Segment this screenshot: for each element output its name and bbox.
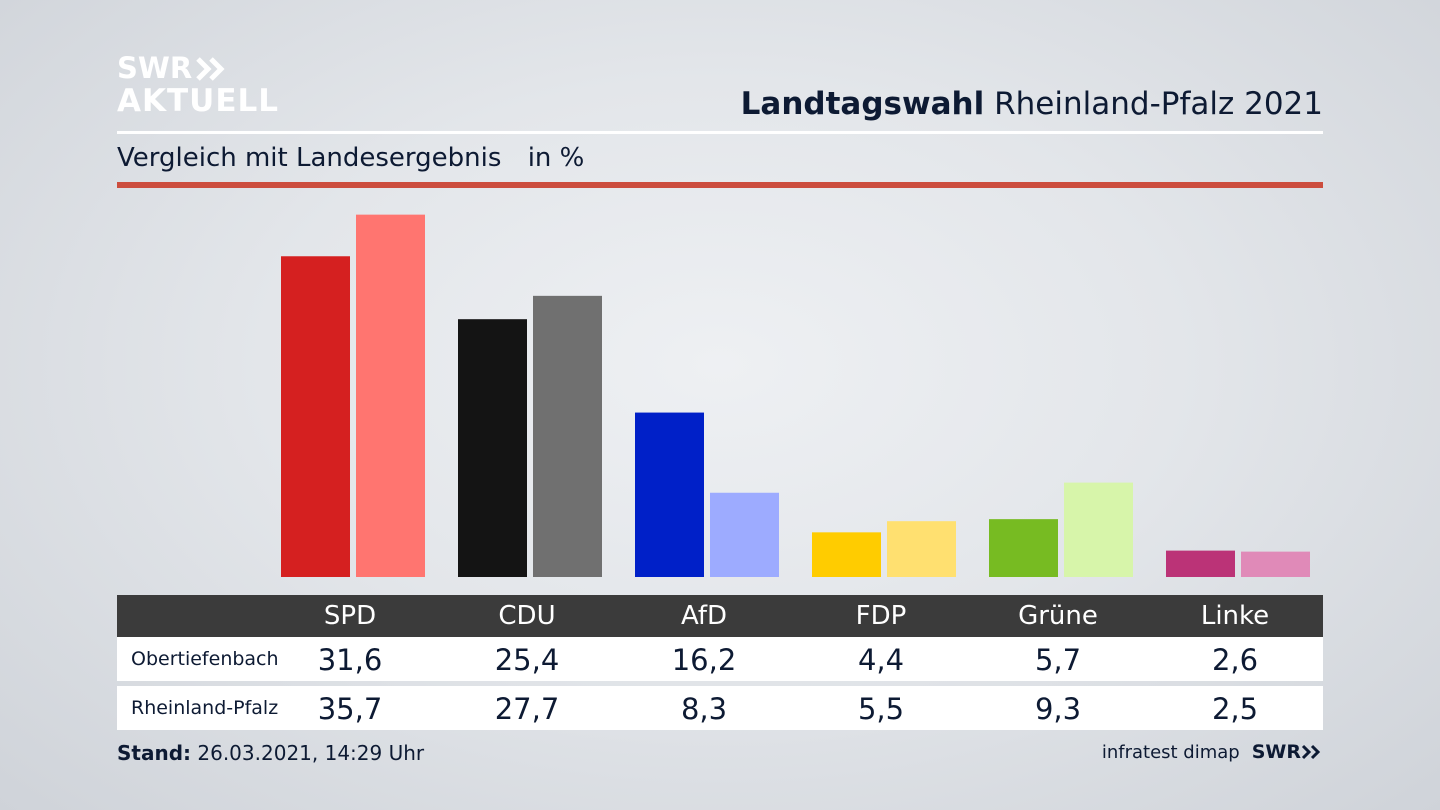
column-header-spd: SPD (323, 601, 377, 631)
stand-value: 26.03.2021, 14:29 Uhr (197, 741, 425, 765)
value-cell: 5,7 (1034, 643, 1082, 677)
row-label-rheinland-pfalz: Rheinland-Pfalz (131, 697, 279, 719)
double-chevron-right-icon (196, 56, 225, 81)
value-cell: 2,5 (1211, 692, 1259, 726)
bar-afd-rheinland-pfalz (710, 492, 779, 577)
value-cell: 2,6 (1211, 643, 1259, 677)
table-row: Obertiefenbach 31,6 25,4 16,2 4,4 5,7 2,… (117, 637, 1323, 681)
bar-linke-obertiefenbach (1166, 550, 1235, 577)
swr-footer-logo: SWR (1252, 741, 1323, 763)
column-header-afd: AfD (680, 601, 728, 631)
timestamp: Stand: 26.03.2021, 14:29 Uhr (117, 741, 424, 765)
title-divider (117, 131, 1323, 134)
value-cell: 5,5 (857, 692, 905, 726)
value-cell: 4,4 (857, 643, 905, 677)
bar-afd-obertiefenbach (635, 412, 704, 577)
swr-footer-text: SWR (1251, 741, 1301, 763)
results-table: SPD CDU AfD FDP Grüne Linke Obertiefenba… (117, 595, 1323, 730)
bar-fdp-obertiefenbach (812, 532, 881, 577)
subtitle-unit: in % (527, 143, 585, 173)
value-cell: 31,6 (317, 643, 383, 677)
value-cell: 27,7 (494, 692, 560, 726)
bar-gruene-rheinland-pfalz (1064, 482, 1133, 577)
bar-cdu-obertiefenbach (458, 319, 527, 577)
chart-subtitle: Vergleich mit Landesergebnis in % (117, 143, 584, 173)
bar-spd-obertiefenbach (281, 256, 350, 577)
column-header-cdu: CDU (498, 601, 556, 631)
bar-gruene-obertiefenbach (989, 519, 1058, 577)
title-rest: Rheinland-Pfalz 2021 (994, 86, 1323, 122)
bar-chart (281, 214, 1310, 577)
table-row: Rheinland-Pfalz 35,7 27,7 8,3 5,5 9,3 2,… (117, 686, 1323, 730)
value-cell: 35,7 (317, 692, 383, 726)
bar-spd-rheinland-pfalz (356, 214, 425, 577)
accent-divider (117, 182, 1323, 188)
value-cell: 8,3 (680, 692, 728, 726)
bar-fdp-rheinland-pfalz (887, 521, 956, 577)
title-bold: Landtagswahl (740, 86, 985, 122)
value-cell: 25,4 (494, 643, 560, 677)
value-cell: 9,3 (1034, 692, 1082, 726)
row-label-obertiefenbach: Obertiefenbach (131, 648, 279, 670)
source-text: infratest dimap (1101, 741, 1240, 763)
column-header-gruene: Grüne (1018, 601, 1098, 631)
value-cell: 16,2 (671, 643, 737, 677)
stand-label: Stand: (117, 741, 192, 765)
bar-linke-rheinland-pfalz (1241, 551, 1310, 577)
logo-swr-text: SWR (117, 51, 193, 85)
logo-aktuell-text: AKTUELL (117, 83, 280, 119)
page-title: Landtagswahl Rheinland-Pfalz 2021 (741, 86, 1323, 122)
table-header-row: SPD CDU AfD FDP Grüne Linke (117, 595, 1323, 637)
double-chevron-right-icon (1301, 744, 1321, 760)
column-header-fdp: FDP (855, 601, 907, 631)
column-header-linke: Linke (1200, 601, 1270, 631)
swr-aktuell-logo: SWR AKTUELL (117, 54, 279, 117)
subtitle-text: Vergleich mit Landesergebnis (117, 143, 502, 173)
bar-cdu-rheinland-pfalz (533, 295, 602, 577)
source-credit: infratest dimap SWR (1102, 741, 1323, 763)
